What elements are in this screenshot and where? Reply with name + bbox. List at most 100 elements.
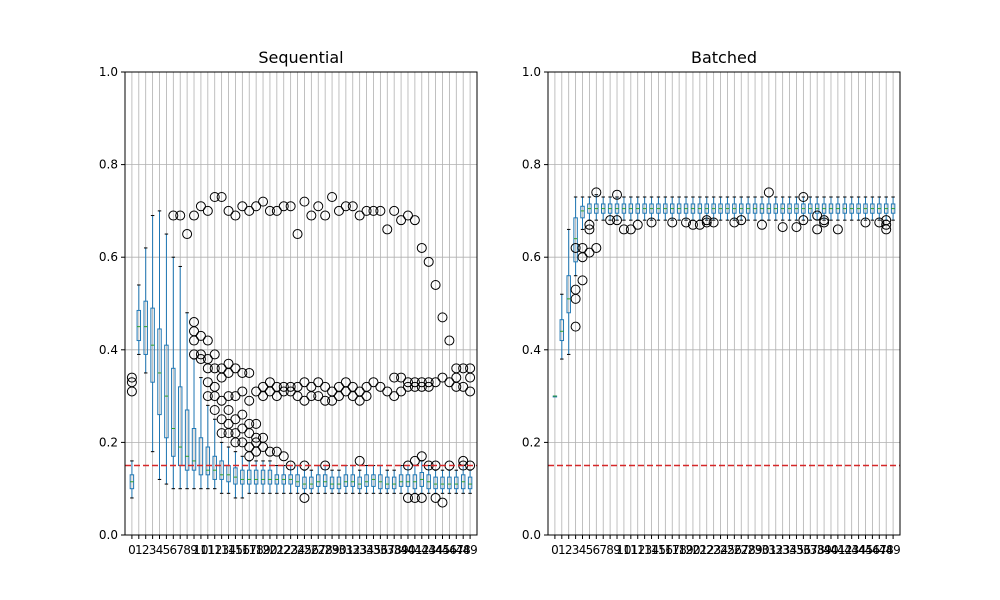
x-tick-label: 24 [713,543,728,557]
box [580,205,585,219]
flier [202,377,213,388]
x-tick-label: 1 [135,543,143,557]
x-tick-label: 33 [775,543,790,557]
flier [223,404,234,415]
x-tick-label: 18 [248,543,263,557]
flier [860,217,871,228]
flier [396,215,407,226]
x-tick-label: 26 [304,543,319,557]
box [322,474,328,487]
flier [237,367,248,378]
flier [423,377,434,388]
flier [409,492,420,503]
x-tick-label: 21 [692,543,707,557]
flier [216,428,227,439]
flier [798,215,809,226]
flier [306,381,317,392]
flier [202,391,213,402]
flier [244,418,255,429]
x-tick-label: 15 [228,543,243,557]
flier [756,219,767,230]
flier [347,201,358,212]
flier [812,210,823,221]
flier [216,414,227,425]
flier [195,354,206,365]
flier [230,210,241,221]
x-tick-label: 35 [366,543,381,557]
x-tick-label: 47 [872,543,887,557]
flier [216,395,227,406]
x-tick-label: 43 [844,543,859,557]
x-tick-label: 5 [163,543,171,557]
box [184,409,190,471]
flier [223,205,234,216]
x-tick-label: 32 [345,543,360,557]
x-tick-label: 38 [810,543,825,557]
flier [278,201,289,212]
x-tick-label: 9 [190,543,198,557]
flier [458,381,469,392]
flier [708,217,719,228]
flier [299,395,310,406]
flier [612,189,623,200]
flier [416,242,427,253]
flier [591,242,602,253]
box [212,455,217,480]
box [240,469,245,485]
flier [340,201,351,212]
flier [320,381,331,392]
flier [368,205,379,216]
flier [409,381,420,392]
box [164,344,169,439]
x-tick-label: 7 [599,543,607,557]
flier [216,192,227,203]
axes-frame [547,71,901,536]
flier [271,446,282,457]
flier [416,377,427,388]
box [385,476,390,490]
x-tick-label: 45 [435,543,450,557]
x-tick-label: 22 [276,543,291,557]
flier [271,205,282,216]
x-tick-label: 29 [747,543,762,557]
box [391,476,397,490]
x-tick-label: 21 [269,543,284,557]
x-tick-label: 39 [393,543,408,557]
x-tick-label: 19 [678,543,693,557]
flier [258,196,269,207]
flier [584,247,595,258]
flier [396,386,407,397]
x-tick-label: 20 [262,543,277,557]
x-tick-label: 33 [352,543,367,557]
box [191,428,197,471]
axes-frame [124,71,478,536]
y-tick-label: 0.8 [522,158,541,172]
flier [465,460,476,471]
x-tick-label: 41 [830,543,845,557]
box [260,469,266,485]
x-tick-label: 34 [782,543,797,557]
x-tick-label: 4 [579,543,587,557]
y-tick-label: 0.4 [522,343,541,357]
flier [430,377,441,388]
box [343,474,349,487]
flier [251,386,262,397]
flier [189,317,200,328]
flier [292,229,303,240]
x-tick-label: 38 [387,543,402,557]
x-tick-label: 25 [297,543,312,557]
x-tick-label: 8 [606,543,614,557]
flier [251,432,262,443]
box [371,474,376,487]
flier [216,363,227,374]
flier [701,215,712,226]
flier [416,451,427,462]
flier [258,432,269,443]
x-tick-label: 40 [823,543,838,557]
x-tick-label: 9 [613,543,621,557]
flier [402,377,413,388]
flier [368,377,379,388]
x-tick-label: 0 [551,543,559,557]
